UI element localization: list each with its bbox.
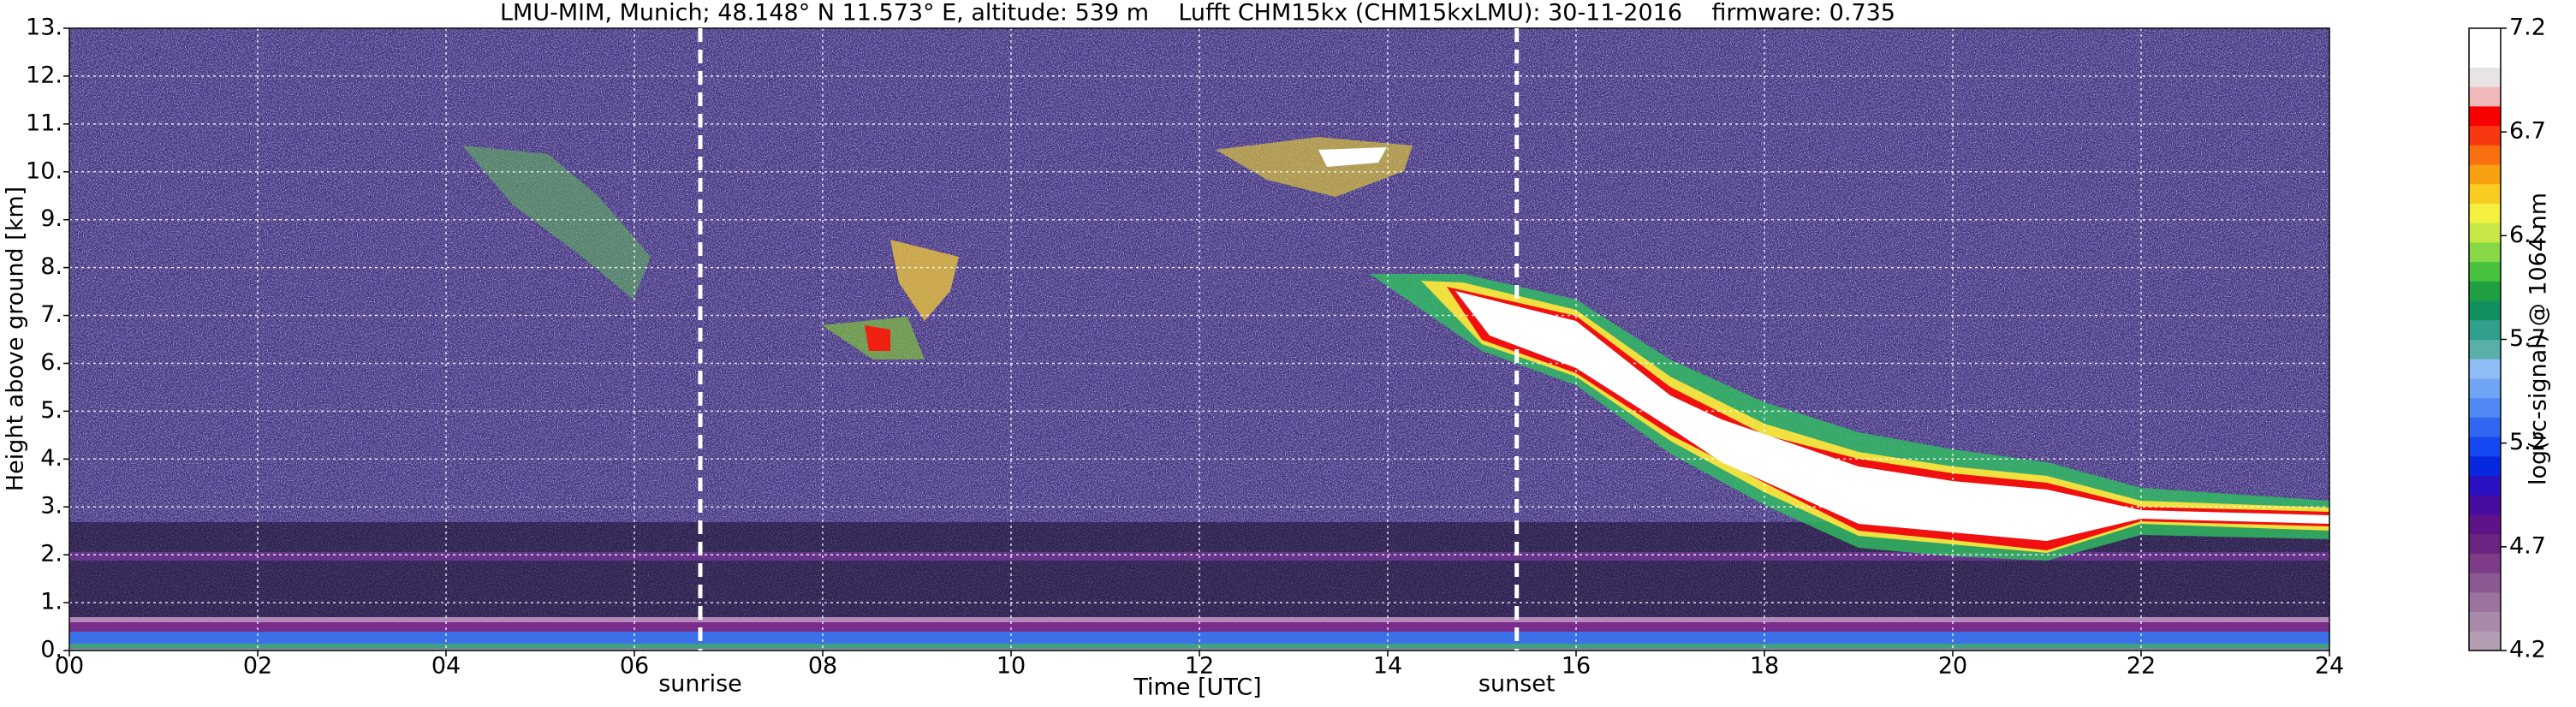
colorbar-tick-label: 4.2: [2509, 637, 2546, 663]
annotation-label: sunrise: [658, 671, 742, 698]
y-axis-label: Height above ground [km]: [3, 187, 29, 491]
y-tick-label: 2.: [40, 541, 62, 567]
colorbar-segment: [2469, 261, 2501, 282]
y-tick-label: 10.: [26, 157, 62, 184]
colorbar-segment: [2469, 223, 2501, 243]
colorbar-segment: [2469, 359, 2501, 379]
cloud: [1318, 147, 1387, 167]
x-axis-label: Time [UTC]: [1133, 674, 1261, 701]
y-tick-label: 12.: [26, 62, 62, 88]
x-tick-label: 18: [1750, 653, 1779, 680]
colorbar-tick-label: 4.7: [2509, 532, 2546, 559]
y-tick-label: 1.: [40, 589, 62, 615]
colorbar-label: log(rc-signal) @ 1064 nm: [2525, 193, 2552, 485]
x-tick-label: 16: [1562, 653, 1591, 680]
colorbar-segment: [2469, 319, 2501, 340]
colorbar-segment: [2469, 533, 2501, 554]
x-tick-label: 00: [55, 653, 84, 680]
colorbar-segment: [2469, 28, 2501, 49]
colorbar-segment: [2469, 105, 2501, 127]
colorbar-segment: [2469, 86, 2501, 107]
colorbar-segment: [2469, 300, 2501, 321]
colorbar-segment: [2469, 339, 2501, 359]
colorbar-segment: [2469, 591, 2501, 613]
colorbar-segment: [2469, 437, 2501, 457]
y-tick-label: 8.: [40, 253, 62, 280]
colorbar-segment: [2469, 67, 2501, 87]
x-tick-label: 02: [243, 653, 272, 680]
x-tick-label: 08: [808, 653, 837, 680]
cloud: [1455, 291, 2329, 541]
x-tick-label: 20: [1938, 653, 1967, 680]
colorbar-segment: [2469, 573, 2501, 593]
colorbar-segment: [2469, 47, 2501, 68]
cloud: [890, 240, 959, 321]
colorbar-segment: [2469, 611, 2501, 632]
colorbar-segment: [2469, 495, 2501, 515]
cloud: [462, 146, 651, 300]
colorbar-segment: [2469, 455, 2501, 477]
chart-title: LMU-MIM, Munich; 48.148° N 11.573° E, al…: [500, 0, 1895, 27]
y-tick-label: 7.: [40, 301, 62, 328]
x-tick-label: 14: [1373, 653, 1402, 680]
colorbar-segment: [2469, 241, 2501, 263]
y-tick-label: 6.: [40, 349, 62, 376]
colorbar-tick-label: 6.7: [2509, 118, 2546, 145]
colorbar-tick-label: 5.2: [2509, 429, 2546, 455]
x-tick-label: 04: [431, 653, 461, 680]
y-tick-label: 4.: [40, 445, 62, 472]
x-tick-label: 12: [1185, 653, 1214, 680]
y-tick-label: 5.: [40, 397, 62, 424]
y-tick-label: 0.: [40, 637, 62, 663]
colorbar-segment: [2469, 397, 2501, 418]
colorbar-segment: [2469, 417, 2501, 437]
annotation-label: sunset: [1478, 671, 1556, 698]
x-tick-label: 22: [2127, 653, 2156, 680]
colorbar-tick-label: 5.7: [2509, 325, 2546, 352]
colorbar-segment: [2469, 145, 2501, 165]
y-tick-label: 11.: [26, 110, 62, 136]
colorbar-segment: [2469, 164, 2501, 185]
y-tick-label: 9.: [40, 205, 62, 232]
colorbar-tick-label: 6.2: [2509, 222, 2546, 248]
colorbar-segment: [2469, 553, 2501, 573]
x-tick-label: 24: [2315, 653, 2344, 680]
y-tick-label: 3.: [40, 493, 62, 520]
colorbar-segment: [2469, 631, 2501, 651]
colorbar-segment: [2469, 514, 2501, 535]
colorbar-segment: [2469, 475, 2501, 496]
colorbar-segment: [2469, 281, 2501, 301]
colorbar-segment: [2469, 183, 2501, 204]
colorbar-segment: [2469, 125, 2501, 146]
x-tick-label: 10: [996, 653, 1026, 680]
cloud: [865, 325, 890, 351]
colorbar-segment: [2469, 377, 2501, 399]
x-tick-label: 06: [620, 653, 649, 680]
y-tick-label: 13.: [26, 15, 62, 41]
colorbar-tick-label: 7.2: [2509, 15, 2546, 41]
colorbar-segment: [2469, 203, 2501, 223]
